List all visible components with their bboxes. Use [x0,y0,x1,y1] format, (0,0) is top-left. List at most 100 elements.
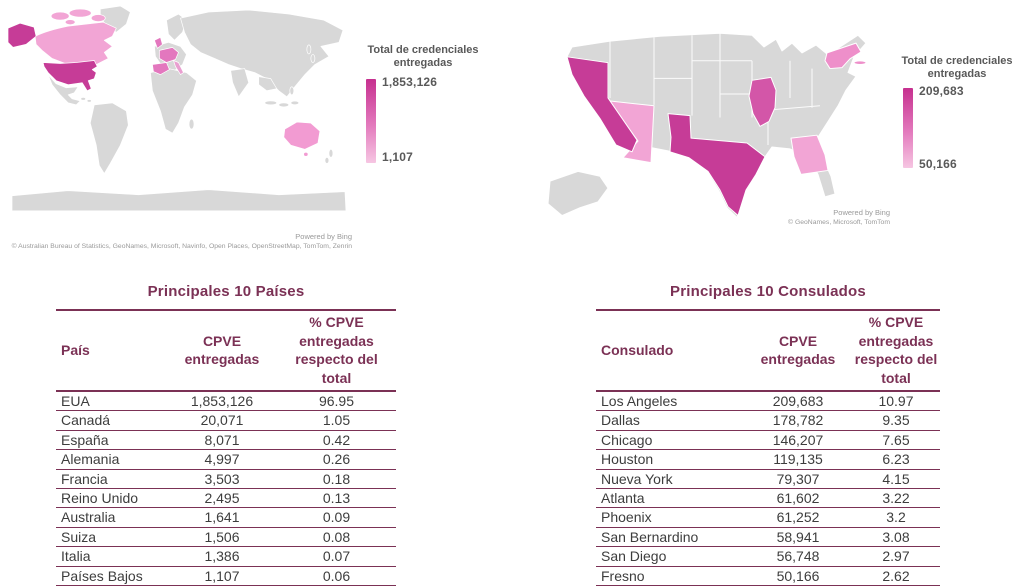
powered-by-bing-label: Powered by Bing [295,232,352,241]
table-cell[interactable]: España [56,430,167,451]
table-cell[interactable]: 0.26 [277,449,396,470]
state-texas[interactable] [667,113,766,216]
country-francia-alemania[interactable] [159,47,179,63]
table-cell[interactable]: 209,683 [744,391,852,412]
country-canada[interactable] [34,21,117,69]
country-reino-unido[interactable] [154,36,163,49]
table-cell[interactable]: 1,386 [167,546,277,567]
table-row: Suiza 1,506 0.08 [56,527,396,548]
table-cell[interactable]: 1,506 [167,527,277,548]
table-cell[interactable]: Phoenix [596,507,744,528]
us-map-attribution: Powered by Bing © GeoNames, Microsoft, T… [730,208,890,227]
country-mexico-central-america [47,74,81,106]
table-cell[interactable]: 6.23 [852,449,940,470]
table-cell[interactable]: 0.42 [277,430,396,451]
table-cell[interactable]: 0.06 [277,566,396,586]
table-cell[interactable]: Australia [56,507,167,528]
table-cell[interactable]: 0.18 [277,469,396,490]
state-georgia[interactable] [790,134,829,175]
table-cell[interactable]: Suiza [56,527,167,548]
table-cell[interactable]: 0.08 [277,527,396,548]
table-cell[interactable]: 7.65 [852,430,940,451]
table-cell[interactable]: 0.13 [277,488,396,509]
table-cell[interactable]: 8,071 [167,430,277,451]
country-italia[interactable] [173,60,184,75]
column-header-pais[interactable]: País [56,310,167,392]
table-cell[interactable]: 3.08 [852,527,940,548]
table-cell[interactable]: Canadá [56,410,167,431]
country-usa[interactable] [42,60,98,92]
world-highlighted-countries [8,8,321,157]
column-header-pct-cpve[interactable]: % CPVE entregadas respecto del total [277,310,396,392]
state-new-york[interactable] [824,42,862,70]
table-row: Francia 3,503 0.18 [56,469,396,490]
table-row: Canadá 20,071 1.05 [56,410,396,431]
table-cell[interactable]: Italia [56,546,167,567]
state-california[interactable] [566,56,638,153]
table-cell[interactable]: 56,748 [744,546,852,567]
table-cell[interactable]: 79,307 [744,469,852,490]
table-cell[interactable]: Dallas [596,410,744,431]
country-usa-alaska[interactable] [8,22,37,48]
legend-gradient-bar [903,88,913,168]
table-cell[interactable]: 2.97 [852,546,940,567]
region-india [230,68,250,98]
table-cell[interactable]: Francia [56,469,167,490]
table-cell[interactable]: 61,252 [744,507,852,528]
table-cell[interactable]: 1,107 [167,566,277,586]
table-cell[interactable]: 2.62 [852,566,940,586]
table-row: San Bernardino 58,941 3.08 [596,527,940,548]
table-cell[interactable]: San Diego [596,546,744,567]
column-header-pct-cpve[interactable]: % CPVE entregadas respecto del total [852,310,940,392]
table-cell[interactable]: Los Angeles [596,391,744,412]
table-cell[interactable]: 3,503 [167,469,277,490]
table-cell[interactable]: 96.95 [277,391,396,412]
table-cell[interactable]: 20,071 [167,410,277,431]
table-cell[interactable]: Houston [596,449,744,470]
column-header-cpve-entregadas[interactable]: CPVE entregadas [744,310,852,392]
canada-arctic-islands[interactable] [50,8,106,26]
table-cell[interactable]: EUA [56,391,167,412]
table-cell[interactable]: 10.97 [852,391,940,412]
table-cell[interactable]: Atlanta [596,488,744,509]
table-cell[interactable]: 3.22 [852,488,940,509]
us-mainland [566,32,867,218]
country-australia[interactable] [283,121,321,150]
us-choropleth-map[interactable] [520,0,905,240]
table-cell[interactable]: Reino Unido [56,488,167,509]
country-australia-tasmania[interactable] [303,151,309,157]
table-cell[interactable]: 61,602 [744,488,852,509]
table-cell[interactable]: 50,166 [744,566,852,586]
table-cell[interactable]: 0.07 [277,546,396,567]
table-cell[interactable]: 58,941 [744,527,852,548]
country-espana[interactable] [152,62,170,75]
world-choropleth-map[interactable] [8,6,354,226]
table-cell[interactable]: 146,207 [744,430,852,451]
column-header-cpve-entregadas[interactable]: CPVE entregadas [167,310,277,392]
table-row: Países Bajos 1,107 0.06 [56,566,396,586]
legend-title: Total de credenciales entregadas [367,44,479,69]
state-illinois[interactable] [748,76,777,127]
table-cell[interactable]: San Bernardino [596,527,744,548]
table-cell[interactable]: 1,853,126 [167,391,277,412]
table-cell[interactable]: 4,997 [167,449,277,470]
table-cell[interactable]: 9.35 [852,410,940,431]
column-header-consulado[interactable]: Consulado [596,310,744,392]
table-cell[interactable]: 1.05 [277,410,396,431]
table-cell[interactable]: 4.15 [852,469,940,490]
table-cell[interactable]: 0.09 [277,507,396,528]
table-cell[interactable]: Países Bajos [56,566,167,586]
table-cell[interactable]: Fresno [596,566,744,586]
table-cell[interactable]: Chicago [596,430,744,451]
consulates-table-block: Principales 10 Consulados Consulado CPVE… [596,283,940,586]
table-row: Italia 1,386 0.07 [56,546,396,567]
table-row: Chicago 146,207 7.65 [596,430,940,451]
table-cell[interactable]: Alemania [56,449,167,470]
table-cell[interactable]: Nueva York [596,469,744,490]
table-cell[interactable]: 3.2 [852,507,940,528]
table-cell[interactable]: 178,782 [744,410,852,431]
region-se-asia [258,76,278,92]
table-cell[interactable]: 119,135 [744,449,852,470]
table-cell[interactable]: 1,641 [167,507,277,528]
table-cell[interactable]: 2,495 [167,488,277,509]
